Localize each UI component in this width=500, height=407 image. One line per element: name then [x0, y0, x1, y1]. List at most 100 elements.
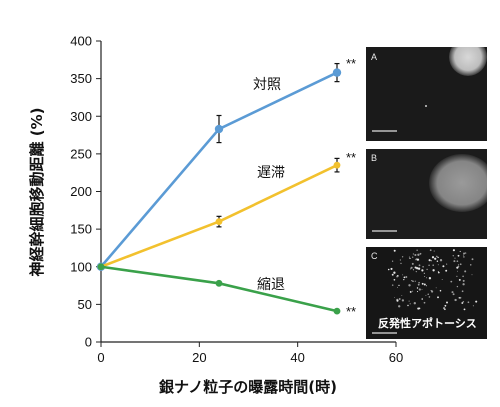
speckle: [424, 275, 426, 278]
speckle: [445, 269, 448, 272]
speckle: [391, 260, 394, 262]
speckle: [417, 283, 420, 286]
speckle: [452, 293, 455, 296]
speckle: [425, 285, 427, 287]
series-0: [96, 62, 342, 271]
speckle: [463, 256, 465, 258]
speckle: [416, 249, 418, 251]
panel-caption-c: 反発性アポトーシス: [378, 316, 477, 330]
data-point: [332, 68, 342, 77]
speckle: [421, 282, 424, 285]
data-point: [214, 124, 224, 134]
series-label-control: 対照: [253, 77, 281, 93]
speckle: [462, 275, 464, 278]
speckle: [396, 275, 398, 278]
x-axis-title: 銀ナノ粒子の曝露時間(時): [159, 378, 337, 396]
speckle: [415, 258, 417, 261]
micrograph-panel-b: B: [366, 149, 487, 239]
speckle: [439, 259, 443, 262]
speckle: [456, 260, 459, 263]
speckle: [472, 305, 474, 307]
speckle: [405, 276, 408, 278]
axes: [100, 41, 396, 343]
significance-marker-a: **: [346, 56, 356, 71]
speckle: [464, 252, 467, 254]
speckle: [396, 286, 398, 288]
series-1: [97, 157, 341, 271]
panel-letter-c: C: [371, 251, 378, 261]
speckle: [423, 283, 426, 286]
speckle: [421, 298, 423, 300]
speckle: [462, 279, 465, 282]
speckle: [409, 290, 412, 293]
speckle: [452, 255, 454, 257]
speckle: [462, 283, 465, 286]
speckle: [416, 258, 420, 261]
speckle: [412, 269, 414, 271]
speckle: [408, 300, 410, 302]
series-line: [100, 265, 338, 313]
panel-letter-a: A: [371, 52, 377, 62]
speckle: [470, 264, 472, 266]
speckle: [417, 267, 421, 270]
speckle: [407, 304, 409, 307]
speckle: [471, 258, 474, 261]
speckle: [408, 284, 411, 287]
speckle: [387, 268, 390, 271]
speckle: [456, 285, 459, 288]
speckle: [412, 256, 414, 258]
speckle: [458, 297, 461, 299]
y-axis-title: 神経幹細胞移動距離 (%): [28, 108, 46, 277]
speckle: [416, 291, 419, 293]
x-ticks: 0 20 40 60: [97, 342, 403, 365]
speckle: [416, 287, 419, 289]
x-tick-label: 20: [192, 350, 206, 365]
speckle: [419, 252, 422, 255]
speckle: [416, 258, 418, 260]
speckle: [463, 252, 466, 255]
speckle: [408, 256, 410, 258]
speckle: [437, 271, 440, 274]
speckle: [462, 254, 464, 256]
x-tick-label: 40: [290, 350, 304, 365]
y-tick-label: 50: [78, 297, 92, 312]
speckle: [411, 262, 414, 265]
speckle: [422, 266, 424, 268]
speckle: [456, 266, 459, 269]
speckle: [435, 287, 437, 289]
speckle: [428, 259, 431, 262]
speckle: [461, 290, 464, 293]
speckle: [436, 260, 439, 263]
speckle: [441, 279, 443, 280]
speckle: [428, 277, 432, 280]
speckle: [418, 288, 421, 291]
speckle: [414, 253, 417, 257]
significance-marker-c: **: [346, 304, 356, 319]
speckle: [390, 267, 393, 270]
speckle: [457, 254, 460, 257]
speckle: [412, 290, 414, 292]
series-group: [96, 62, 342, 315]
speckle: [393, 278, 396, 281]
speckle: [423, 301, 426, 304]
panel-letter-b: B: [371, 153, 377, 163]
speckle: [393, 271, 396, 274]
speckle: [423, 272, 425, 274]
speckle: [428, 296, 431, 298]
speckle: [421, 288, 423, 290]
y-tick-label: 200: [70, 184, 92, 199]
speckle: [391, 284, 394, 286]
speckle: [398, 298, 401, 300]
speckle: [439, 289, 442, 292]
significance-marker-b: **: [346, 150, 356, 165]
speckle: [453, 260, 456, 263]
speckle: [464, 270, 467, 273]
speckle: [417, 253, 420, 256]
speckle: [452, 249, 455, 252]
speckle: [431, 256, 435, 259]
speckle: [434, 257, 437, 260]
speckle: [433, 250, 435, 252]
speckle: [430, 290, 432, 292]
speckle: [409, 303, 411, 305]
speckle: [396, 299, 399, 302]
